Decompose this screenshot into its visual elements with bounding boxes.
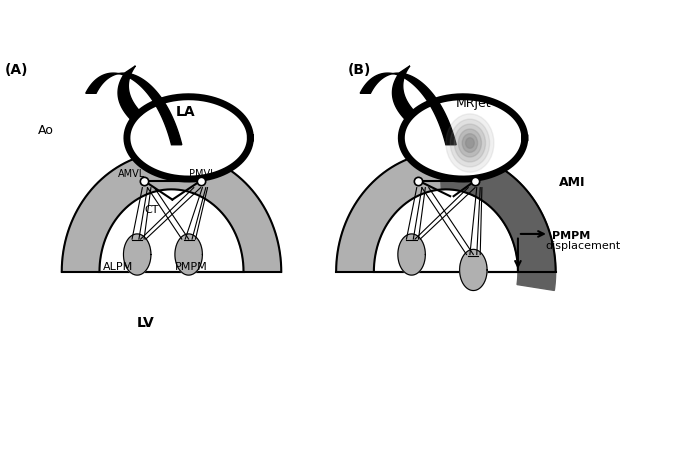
Ellipse shape — [446, 114, 494, 172]
Ellipse shape — [450, 119, 490, 167]
Polygon shape — [460, 249, 487, 290]
Polygon shape — [360, 73, 456, 145]
Text: LA: LA — [176, 105, 195, 118]
Ellipse shape — [462, 134, 477, 153]
Polygon shape — [86, 73, 182, 145]
Text: Ao: Ao — [38, 124, 54, 137]
Text: PMPM: PMPM — [175, 262, 208, 272]
Text: PMPM: PMPM — [552, 231, 591, 241]
Text: displacement: displacement — [545, 242, 621, 251]
Text: (B): (B) — [348, 64, 372, 77]
Polygon shape — [123, 234, 151, 275]
Ellipse shape — [458, 129, 482, 157]
Text: PMVL: PMVL — [189, 169, 215, 179]
Text: AMI: AMI — [559, 176, 586, 189]
Text: (A): (A) — [5, 64, 29, 77]
Polygon shape — [175, 234, 202, 275]
Ellipse shape — [454, 124, 486, 162]
Text: LV: LV — [137, 315, 155, 330]
Polygon shape — [392, 66, 417, 121]
Ellipse shape — [466, 138, 474, 148]
Polygon shape — [401, 97, 525, 179]
Polygon shape — [398, 234, 425, 275]
Polygon shape — [336, 152, 556, 272]
Text: AMVL: AMVL — [119, 169, 145, 179]
Text: CT: CT — [144, 205, 158, 215]
Polygon shape — [127, 97, 250, 179]
Polygon shape — [118, 66, 143, 121]
Polygon shape — [62, 152, 281, 272]
Text: MRjet: MRjet — [456, 97, 491, 110]
Text: ALPM: ALPM — [103, 262, 133, 272]
Polygon shape — [439, 152, 556, 290]
